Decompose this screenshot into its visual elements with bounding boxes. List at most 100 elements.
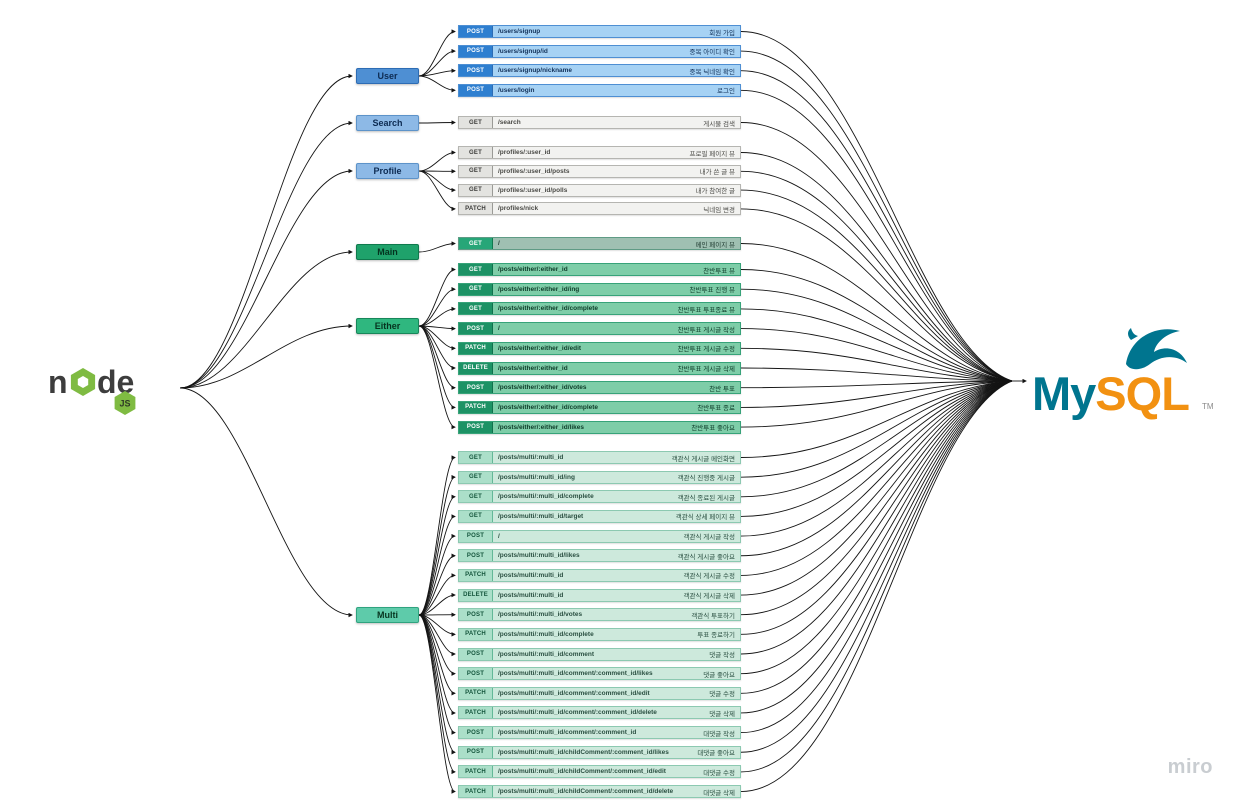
endpoint-row[interactable]: POST/users/login 로그인: [458, 83, 741, 97]
endpoint-row[interactable]: POST/posts/multi/:multi_id/comment 댓글 작성: [458, 647, 741, 661]
endpoint-row[interactable]: GET/search 게시물 검색: [458, 116, 741, 129]
mysql-logo[interactable]: MySQL TM: [1030, 318, 1240, 433]
group-search[interactable]: Search: [356, 115, 419, 131]
endpoint-description: 대댓글 수정: [703, 769, 735, 777]
endpoint-description: 댓글 삭제: [709, 710, 735, 718]
endpoint-description: 게시물 검색: [703, 120, 735, 128]
miro-watermark: miro: [1167, 756, 1213, 778]
mysql-wordmark: MySQL: [1032, 367, 1189, 420]
endpoint-row[interactable]: POST/posts/multi/:multi_id/comment/:comm…: [458, 726, 741, 740]
method-badge: GET: [459, 452, 493, 463]
group-profile[interactable]: Profile: [356, 163, 419, 179]
endpoint-path: /posts/multi/:multi_id/complete: [498, 493, 594, 501]
endpoint-path: /posts/multi/:multi_id/childComment/:com…: [498, 768, 666, 776]
endpoint-row[interactable]: GET/profiles/:user_id/polls 내가 참여한 글: [458, 183, 741, 197]
endpoint-description: 로그인: [717, 88, 735, 96]
group-either[interactable]: Either: [356, 318, 419, 334]
endpoint-description: 찬반투표 좋아요: [691, 425, 735, 433]
endpoint-row[interactable]: PATCH/posts/multi/:multi_id/childComment…: [458, 785, 741, 799]
group-user[interactable]: User: [356, 68, 419, 84]
method-badge: POST: [459, 323, 493, 335]
group-main[interactable]: Main: [356, 244, 419, 260]
method-badge: PATCH: [459, 401, 493, 413]
endpoint-row[interactable]: GET/posts/multi/:multi_id/complete 객관식 종료…: [458, 490, 741, 504]
endpoint-row[interactable]: GET/posts/multi/:multi_id 객관식 게시글 메인화면: [458, 451, 741, 464]
endpoint-description: 찬반투표 진행 뷰: [689, 287, 735, 295]
endpoint-path: /posts/either/:either_id/edit: [498, 344, 582, 352]
method-badge: GET: [459, 303, 493, 315]
endpoint-row[interactable]: PATCH/posts/multi/:multi_id/comment/:com…: [458, 686, 741, 700]
method-badge: GET: [459, 471, 493, 483]
endpoint-path: /profiles/:user_id/polls: [498, 186, 568, 194]
mysql-dolphin-icon: [1126, 328, 1187, 370]
method-badge: POST: [459, 45, 493, 57]
endpoint-row[interactable]: POST/users/signup/id 중복 아이디 확인: [458, 44, 741, 58]
endpoint-description: 내가 참여한 글: [695, 188, 736, 196]
endpoint-path: /posts/multi/:multi_id/comment/:comment_…: [498, 729, 637, 737]
endpoint-row[interactable]: PATCH/profiles/nick 닉네임 변경: [458, 202, 741, 216]
method-badge: GET: [459, 283, 493, 295]
endpoint-description: 찬반투표 뷰: [703, 267, 735, 275]
endpoint-row[interactable]: GET/profiles/:user_id/posts 내가 쓴 글 뷰: [458, 164, 741, 178]
method-badge: POST: [459, 609, 493, 621]
endpoint-description: 객관식 게시글 수정: [683, 573, 735, 581]
endpoint-path: /posts/multi/:multi_id: [498, 454, 564, 461]
endpoint-path: /: [498, 240, 500, 247]
endpoint-row[interactable]: GET/posts/multi/:multi_id/target 객관식 상세 페…: [458, 509, 741, 523]
endpoint-row[interactable]: POST/posts/either/:either_id/likes 찬반투표 좋…: [458, 420, 741, 434]
method-badge: DELETE: [459, 362, 493, 374]
endpoint-row[interactable]: DELETE/posts/either/:either_id 찬반투표 게시글 삭…: [458, 361, 741, 375]
endpoint-description: 메인 페이지 뷰: [695, 241, 736, 249]
method-badge: POST: [459, 648, 493, 660]
endpoint-row[interactable]: DELETE/posts/multi/:multi_id 객관식 게시글 삭제: [458, 588, 741, 602]
method-badge: GET: [459, 184, 493, 196]
endpoint-row[interactable]: GET/posts/either/:either_id/ing 찬반투표 진행 뷰: [458, 282, 741, 296]
endpoint-path: /: [498, 532, 500, 540]
nodejs-logo[interactable]: n de JS: [46, 352, 178, 423]
endpoint-row[interactable]: PATCH/posts/multi/:multi_id/childComment…: [458, 765, 741, 779]
endpoint-row[interactable]: GET / 메인 페이지 뷰: [458, 237, 741, 250]
endpoint-row[interactable]: POST/posts/multi/:multi_id/votes 객관식 투표하기: [458, 608, 741, 622]
method-badge: GET: [459, 238, 493, 249]
endpoint-row[interactable]: PATCH/posts/either/:either_id/edit 찬반투표 게…: [458, 341, 741, 355]
endpoint-description: 찬반투표 종료: [697, 405, 735, 413]
method-badge: POST: [459, 727, 493, 739]
endpoint-path: /posts/either/:either_id/complete: [498, 305, 599, 313]
endpoint-description: 댓글 좋아요: [703, 671, 735, 679]
endpoint-row[interactable]: GET/profiles/:user_id 프로필 페이지 뷰: [458, 146, 741, 159]
method-badge: POST: [459, 65, 493, 77]
endpoint-description: 객관식 종료된 게시글: [677, 494, 735, 502]
endpoint-row[interactable]: POST/users/signup/nickname 중복 닉네임 확인: [458, 64, 741, 78]
method-badge: POST: [459, 84, 493, 96]
endpoint-path: /posts/either/:either_id/ing: [498, 285, 580, 293]
endpoint-row[interactable]: POST/posts/either/:either_id/votes 찬반 투표: [458, 381, 741, 395]
endpoint-path: /profiles/:user_id/posts: [498, 167, 570, 175]
endpoint-row[interactable]: POST/users/signup 회원 가입: [458, 25, 741, 38]
endpoint-row[interactable]: GET/posts/either/:either_id/complete 찬반투표…: [458, 302, 741, 316]
endpoint-path: /posts/either/:either_id/votes: [498, 384, 587, 392]
endpoint-row[interactable]: PATCH/posts/multi/:multi_id/comment/:com…: [458, 706, 741, 720]
endpoint-description: 객관식 게시글 삭제: [683, 593, 735, 601]
endpoint-description: 투표 종료하기: [697, 632, 735, 640]
endpoint-row[interactable]: GET/posts/either/:either_id 찬반투표 뷰: [458, 263, 741, 276]
endpoint-path: /posts/multi/:multi_id/target: [498, 512, 584, 520]
method-badge: POST: [459, 746, 493, 758]
endpoint-row[interactable]: POST / 객관식 게시글 작성: [458, 529, 741, 543]
method-badge: PATCH: [459, 342, 493, 354]
group-multi[interactable]: Multi: [356, 607, 419, 623]
endpoint-description: 찬반투표 게시글 삭제: [677, 366, 735, 373]
method-badge: GET: [459, 491, 493, 503]
endpoint-row[interactable]: PATCH/posts/either/:either_id/complete 찬반…: [458, 400, 741, 414]
endpoint-row[interactable]: GET/posts/multi/:multi_id/ing 객관식 진행중 게시글: [458, 470, 741, 484]
endpoint-row[interactable]: PATCH/posts/multi/:multi_id/complete 투표 종…: [458, 627, 741, 641]
endpoint-row[interactable]: POST / 찬반투표 게시글 작성: [458, 322, 741, 336]
endpoint-description: 찬반투표 투표종료 뷰: [677, 306, 735, 314]
method-badge: PATCH: [459, 628, 493, 640]
method-badge: PATCH: [459, 203, 493, 215]
endpoint-row[interactable]: POST/posts/multi/:multi_id/likes 객관식 게시글 …: [458, 549, 741, 563]
method-badge: POST: [459, 26, 493, 37]
method-badge: GET: [459, 117, 493, 128]
endpoint-row[interactable]: POST/posts/multi/:multi_id/comment/:comm…: [458, 667, 741, 681]
endpoint-row[interactable]: POST/posts/multi/:multi_id/childComment/…: [458, 745, 741, 759]
endpoint-row[interactable]: PATCH/posts/multi/:multi_id 객관식 게시글 수정: [458, 568, 741, 582]
